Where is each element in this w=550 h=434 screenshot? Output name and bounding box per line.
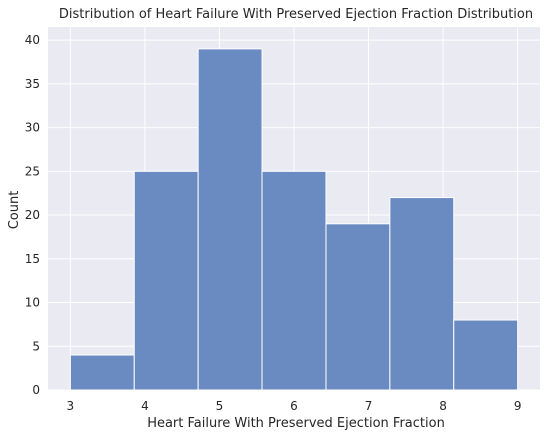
y-tick-label: 15 xyxy=(25,252,40,266)
y-tick-labels: 0 5 10 15 20 25 30 35 40 xyxy=(25,33,40,397)
y-tick-label: 25 xyxy=(25,164,40,178)
y-axis-label: Count xyxy=(7,191,22,230)
y-tick-label: 40 xyxy=(25,33,40,47)
x-tick-labels: 3 4 5 6 7 8 9 xyxy=(67,399,522,413)
histogram-bar xyxy=(453,319,519,391)
x-tick-label: 3 xyxy=(67,399,75,413)
histogram-bar xyxy=(197,48,263,391)
histogram-bar xyxy=(389,197,455,391)
x-tick-label: 7 xyxy=(365,399,373,413)
x-tick-label: 8 xyxy=(439,399,447,413)
y-tick-label: 20 xyxy=(25,208,40,222)
chart-title: Distribution of Heart Failure With Prese… xyxy=(59,7,533,22)
y-tick-label: 5 xyxy=(32,339,40,353)
x-axis-label: Heart Failure With Preserved Ejection Fr… xyxy=(147,416,445,431)
y-tick-label: 35 xyxy=(25,77,40,91)
y-tick-label: 0 xyxy=(32,383,40,397)
histogram-bar xyxy=(325,223,391,391)
x-tick-label: 4 xyxy=(141,399,149,413)
y-tick-label: 30 xyxy=(25,121,40,135)
y-tick-label: 10 xyxy=(25,296,40,310)
histogram-bar xyxy=(69,354,135,391)
histogram-bar xyxy=(133,170,199,391)
x-tick-label: 5 xyxy=(216,399,224,413)
x-tick-label: 6 xyxy=(290,399,298,413)
histogram-bar xyxy=(261,170,327,391)
x-tick-label: 9 xyxy=(514,399,522,413)
bars xyxy=(69,48,519,391)
